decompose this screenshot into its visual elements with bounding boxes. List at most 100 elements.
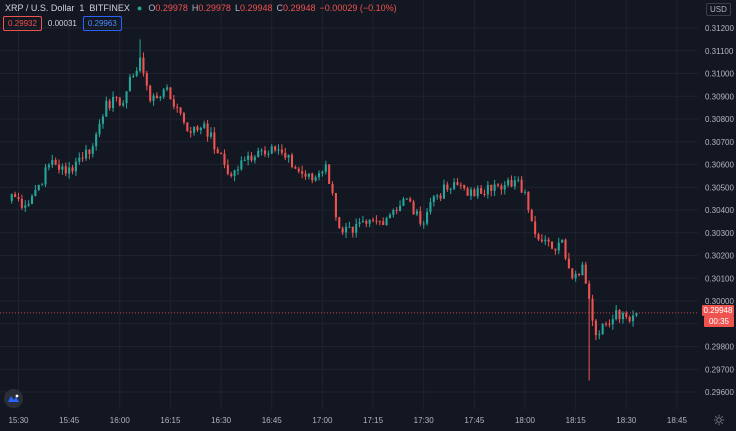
candle[interactable] bbox=[513, 175, 516, 190]
candle[interactable] bbox=[348, 221, 351, 228]
candle[interactable] bbox=[179, 107, 182, 116]
legend-symbol[interactable]: XRP / U.S. Dollar bbox=[5, 3, 75, 13]
candle[interactable] bbox=[591, 294, 594, 327]
candle[interactable] bbox=[37, 184, 40, 192]
candle[interactable] bbox=[47, 162, 50, 171]
candle[interactable] bbox=[429, 197, 432, 215]
candle[interactable] bbox=[206, 119, 209, 142]
candle[interactable] bbox=[581, 261, 584, 276]
candle[interactable] bbox=[213, 127, 216, 154]
candle[interactable] bbox=[199, 126, 202, 135]
candle[interactable] bbox=[274, 145, 277, 153]
candle[interactable] bbox=[473, 187, 476, 197]
candle[interactable] bbox=[601, 323, 604, 335]
candle[interactable] bbox=[280, 144, 283, 156]
candle[interactable] bbox=[527, 191, 530, 214]
candle[interactable] bbox=[544, 235, 547, 245]
candle[interactable] bbox=[253, 154, 256, 164]
candle[interactable] bbox=[44, 163, 47, 187]
candle[interactable] bbox=[594, 318, 597, 341]
candle[interactable] bbox=[41, 182, 44, 186]
candle[interactable] bbox=[358, 218, 361, 228]
candle[interactable] bbox=[105, 96, 108, 117]
candle[interactable] bbox=[453, 178, 456, 191]
bid-button[interactable]: 0.29932 bbox=[3, 16, 42, 31]
candle[interactable] bbox=[61, 163, 64, 175]
candle[interactable] bbox=[176, 103, 179, 113]
candle[interactable] bbox=[311, 172, 314, 184]
candle[interactable] bbox=[439, 192, 442, 202]
candle[interactable] bbox=[372, 217, 375, 223]
candle[interactable] bbox=[68, 161, 71, 179]
candle[interactable] bbox=[426, 208, 429, 226]
candle[interactable] bbox=[203, 120, 206, 130]
candle[interactable] bbox=[361, 215, 364, 223]
candle[interactable] bbox=[243, 156, 246, 162]
candle[interactable] bbox=[182, 111, 186, 125]
candle[interactable] bbox=[328, 163, 331, 185]
candles[interactable] bbox=[10, 39, 638, 381]
candle[interactable] bbox=[561, 239, 564, 243]
candle[interactable] bbox=[618, 309, 621, 324]
candle[interactable] bbox=[628, 315, 631, 323]
candle[interactable] bbox=[483, 189, 486, 197]
candle[interactable] bbox=[378, 220, 381, 226]
candle[interactable] bbox=[385, 216, 388, 226]
candle[interactable] bbox=[547, 237, 550, 247]
candle[interactable] bbox=[510, 175, 513, 188]
candle[interactable] bbox=[334, 193, 337, 221]
candle[interactable] bbox=[81, 152, 84, 163]
candle[interactable] bbox=[523, 189, 527, 195]
candle[interactable] bbox=[220, 151, 223, 155]
candle[interactable] bbox=[388, 212, 391, 219]
candle[interactable] bbox=[625, 311, 628, 320]
candle[interactable] bbox=[216, 146, 219, 154]
candle[interactable] bbox=[30, 193, 34, 205]
candle[interactable] bbox=[321, 170, 324, 177]
candle[interactable] bbox=[351, 226, 354, 238]
candle[interactable] bbox=[449, 187, 452, 194]
candle[interactable] bbox=[304, 170, 307, 180]
candle[interactable] bbox=[615, 305, 618, 321]
candle[interactable] bbox=[128, 74, 131, 92]
candle[interactable] bbox=[392, 208, 395, 218]
candle[interactable] bbox=[567, 252, 570, 269]
candle[interactable] bbox=[584, 261, 587, 284]
candle[interactable] bbox=[233, 169, 236, 182]
candle[interactable] bbox=[365, 219, 368, 228]
candle[interactable] bbox=[159, 95, 162, 101]
candle[interactable] bbox=[436, 193, 439, 200]
candle[interactable] bbox=[588, 280, 591, 381]
candle[interactable] bbox=[338, 216, 341, 229]
candle[interactable] bbox=[95, 131, 98, 151]
candle[interactable] bbox=[196, 125, 199, 133]
candle[interactable] bbox=[152, 93, 155, 106]
candle[interactable] bbox=[172, 95, 175, 110]
candle[interactable] bbox=[537, 232, 540, 241]
candle[interactable] bbox=[466, 186, 469, 196]
candle[interactable] bbox=[111, 91, 115, 112]
candle[interactable] bbox=[135, 67, 138, 78]
candle[interactable] bbox=[598, 330, 601, 340]
candle[interactable] bbox=[415, 208, 418, 217]
candle[interactable] bbox=[240, 156, 243, 171]
candle[interactable] bbox=[476, 185, 479, 199]
candle[interactable] bbox=[155, 92, 158, 99]
candle[interactable] bbox=[314, 175, 317, 182]
candle[interactable] bbox=[162, 87, 165, 100]
candle[interactable] bbox=[189, 126, 192, 138]
candle[interactable] bbox=[74, 157, 77, 176]
candle[interactable] bbox=[290, 152, 294, 169]
candle[interactable] bbox=[277, 144, 280, 155]
candle[interactable] bbox=[382, 217, 385, 226]
candle[interactable] bbox=[10, 193, 13, 204]
candle[interactable] bbox=[84, 144, 88, 161]
candle[interactable] bbox=[118, 96, 121, 107]
candle[interactable] bbox=[91, 143, 94, 158]
candle[interactable] bbox=[257, 147, 260, 158]
candle[interactable] bbox=[412, 199, 415, 215]
candle[interactable] bbox=[115, 96, 118, 102]
candle[interactable] bbox=[480, 184, 483, 194]
